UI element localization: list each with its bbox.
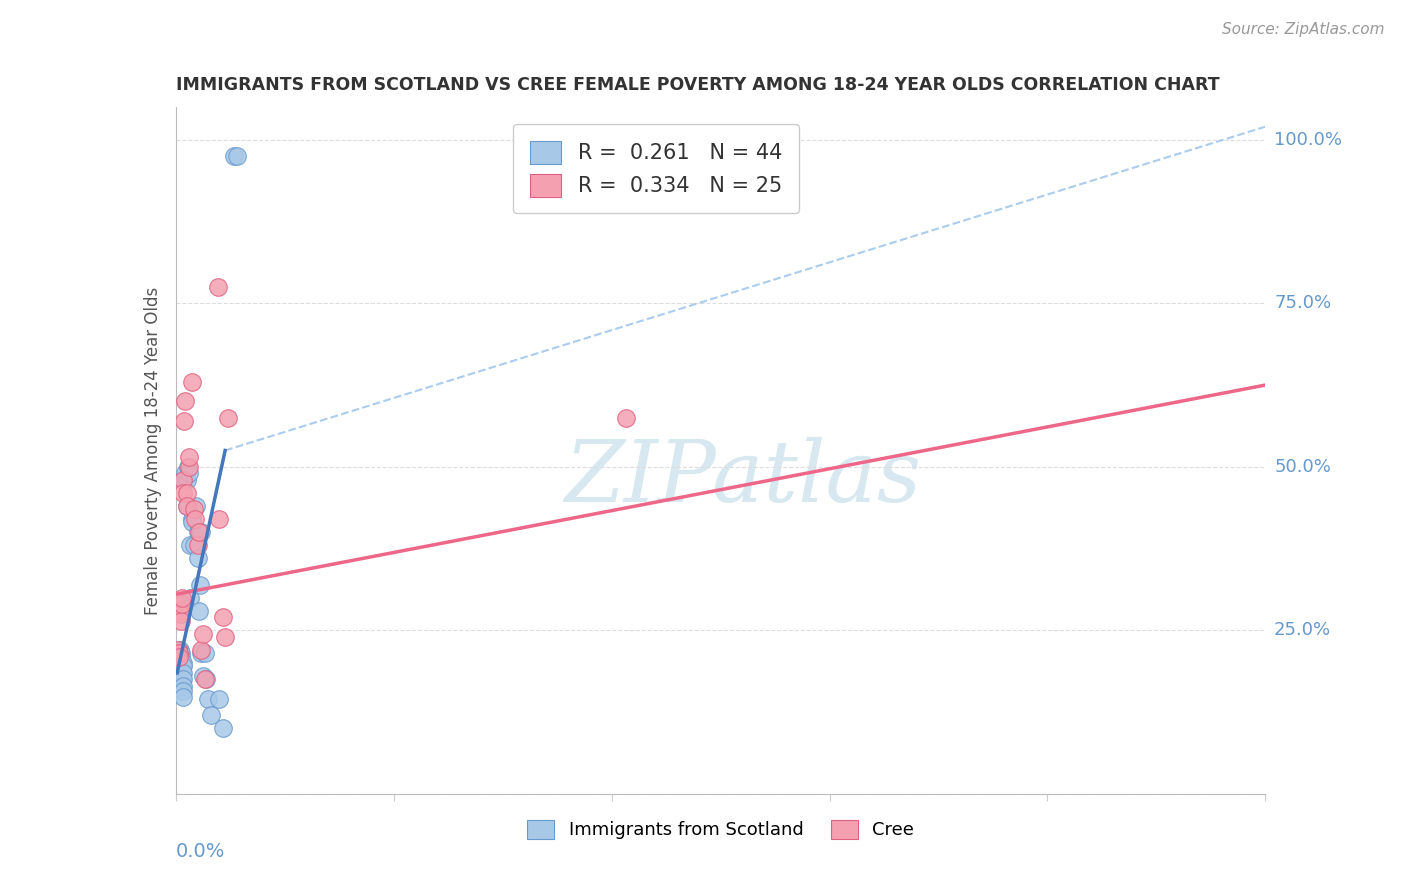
Point: [186, 551, 209, 566]
Point: [172, 673, 194, 687]
Point: [614, 410, 637, 425]
Point: [179, 538, 201, 552]
Point: [167, 659, 190, 673]
Point: [200, 708, 222, 723]
Point: [170, 665, 193, 680]
Text: 25.0%: 25.0%: [1274, 622, 1331, 640]
Point: [217, 410, 239, 425]
Y-axis label: Female Poverty Among 18-24 Year Olds: Female Poverty Among 18-24 Year Olds: [143, 286, 162, 615]
Point: [172, 679, 194, 693]
Point: [197, 692, 219, 706]
Text: Source: ZipAtlas.com: Source: ZipAtlas.com: [1222, 22, 1385, 37]
Point: [172, 683, 194, 698]
Point: [172, 591, 194, 605]
Point: [179, 591, 201, 605]
Point: [170, 646, 193, 660]
Text: IMMIGRANTS FROM SCOTLAND VS CREE FEMALE POVERTY AMONG 18-24 YEAR OLDS CORRELATIO: IMMIGRANTS FROM SCOTLAND VS CREE FEMALE …: [176, 77, 1219, 95]
Point: [188, 577, 211, 591]
Point: [190, 646, 212, 660]
Text: 0.0%: 0.0%: [176, 842, 225, 861]
Point: [174, 467, 197, 481]
Point: [170, 607, 193, 621]
Point: [177, 467, 200, 481]
Text: 50.0%: 50.0%: [1274, 458, 1331, 475]
Point: [167, 643, 190, 657]
Text: 100.0%: 100.0%: [1274, 131, 1343, 149]
Point: [176, 499, 198, 513]
Point: [208, 692, 231, 706]
Point: [172, 665, 194, 680]
Point: [176, 473, 198, 487]
Point: [184, 499, 207, 513]
Point: [183, 538, 205, 552]
Point: [176, 499, 198, 513]
Point: [180, 512, 202, 526]
Point: [193, 669, 215, 683]
Point: [170, 597, 193, 611]
Point: [170, 659, 193, 673]
Point: [172, 690, 194, 704]
Text: 75.0%: 75.0%: [1274, 294, 1331, 312]
Point: [169, 649, 191, 664]
Point: [186, 525, 209, 540]
Point: [212, 722, 235, 736]
Point: [212, 610, 235, 624]
Point: [194, 673, 217, 687]
Point: [169, 604, 191, 618]
Point: [188, 525, 211, 540]
Text: ZIPatlas: ZIPatlas: [564, 436, 921, 519]
Point: [177, 459, 200, 474]
Point: [208, 512, 231, 526]
Point: [172, 486, 194, 500]
Point: [214, 630, 236, 644]
Point: [181, 516, 204, 530]
Point: [174, 394, 197, 409]
Point: [172, 473, 194, 487]
Point: [167, 646, 190, 660]
Point: [222, 149, 245, 163]
Point: [167, 665, 190, 680]
Point: [172, 656, 194, 670]
Point: [169, 643, 191, 657]
Point: [173, 414, 195, 428]
Point: [172, 673, 194, 687]
Point: [176, 486, 198, 500]
Point: [226, 149, 249, 163]
Point: [173, 473, 195, 487]
Point: [169, 673, 191, 687]
Point: [194, 646, 217, 660]
Point: [177, 450, 200, 464]
Point: [170, 614, 193, 628]
Point: [169, 679, 191, 693]
Point: [193, 626, 215, 640]
Point: [186, 538, 209, 552]
Point: [177, 459, 200, 474]
Point: [180, 375, 202, 389]
Point: [184, 512, 207, 526]
Point: [190, 525, 212, 540]
Point: [207, 280, 229, 294]
Point: [190, 643, 212, 657]
Point: [172, 659, 194, 673]
Point: [188, 604, 211, 618]
Point: [195, 673, 218, 687]
Point: [183, 502, 205, 516]
Point: [170, 649, 193, 664]
Legend: Immigrants from Scotland, Cree: Immigrants from Scotland, Cree: [520, 813, 921, 847]
